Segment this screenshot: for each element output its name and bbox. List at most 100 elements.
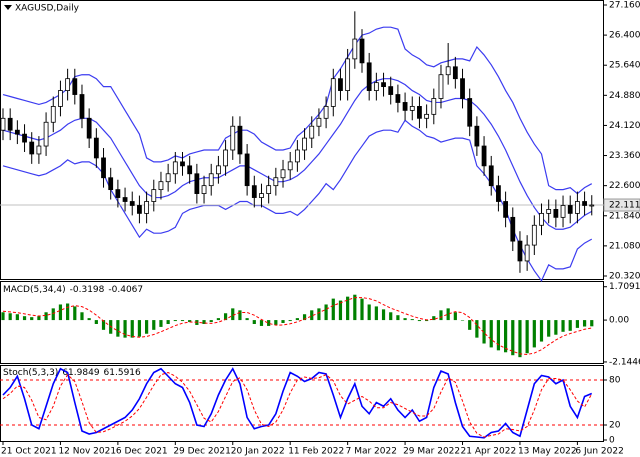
macd-bar — [346, 296, 350, 321]
candle-body — [395, 94, 401, 103]
candle-body — [208, 173, 214, 187]
candle-body — [510, 216, 516, 242]
bollinger-upper — [2, 26, 593, 195]
candle-body — [172, 161, 178, 175]
candle-body — [330, 78, 336, 107]
macd-bar — [152, 320, 156, 330]
stoch-title: Stoch(5,3,3) 61.9849 61.5916 — [3, 368, 141, 378]
stoch-signal-value: 61.5916 — [104, 368, 141, 378]
candle-body — [115, 189, 121, 198]
macd-bar — [547, 320, 551, 337]
candle-body — [201, 185, 207, 194]
x-tick-label: 29 Dec 2021 — [173, 447, 231, 457]
macd-bar — [238, 310, 242, 321]
candle-body — [151, 189, 157, 202]
y-tick-label: 1.7091 — [609, 282, 640, 292]
candle-body — [546, 209, 552, 214]
macd-bar — [8, 313, 12, 321]
candle-body — [460, 78, 465, 99]
macd-bar — [281, 320, 285, 324]
macd-bar — [331, 298, 335, 321]
candle-body — [589, 204, 595, 207]
macd-bar — [489, 320, 493, 348]
candle-body — [467, 98, 473, 127]
candle-body — [488, 165, 494, 187]
y-tick-label: 24.880 — [609, 91, 640, 101]
candle-body — [302, 137, 307, 151]
macd-bar — [302, 314, 307, 321]
price-tag — [603, 198, 640, 212]
x-tick-label: 21 Apr 2022 — [461, 447, 517, 457]
candle-body — [72, 78, 78, 95]
macd-bar — [202, 320, 206, 324]
candle-body — [359, 38, 365, 64]
candle-body — [251, 185, 257, 198]
macd-bar — [44, 312, 48, 321]
y-tick-label: 0 — [609, 436, 615, 446]
macd-bar — [525, 320, 529, 354]
candle-body — [503, 201, 509, 218]
candle-body — [409, 106, 415, 111]
y-tick-label: 26.400 — [609, 31, 640, 41]
macd-bar — [166, 320, 170, 324]
chart-title: XAGUSD,Daily — [15, 4, 80, 14]
candle-body — [158, 181, 164, 191]
macd-bar — [274, 320, 278, 325]
candle-body — [280, 169, 286, 179]
candle-body — [14, 129, 20, 135]
candle-body — [129, 201, 135, 206]
macd-bar — [460, 320, 465, 321]
macd-bar — [80, 312, 84, 321]
candle-body — [58, 90, 63, 107]
macd-bar — [417, 320, 422, 322]
macd-bar — [389, 312, 393, 321]
candle-body — [438, 74, 444, 99]
candle-body — [266, 185, 272, 194]
candle-body — [373, 82, 379, 91]
candle-body — [194, 173, 200, 194]
y-tick-label: 25.640 — [609, 61, 640, 71]
candle-body — [101, 157, 106, 179]
macd-bar — [532, 320, 536, 348]
macd-name: MACD(5,34,4) — [3, 285, 66, 295]
macd-bar — [66, 303, 70, 321]
candle-body — [215, 165, 221, 175]
x-tick-label: 6 Jun 2022 — [575, 447, 623, 457]
candle-body — [294, 149, 300, 163]
macd-bar — [568, 320, 572, 331]
candle-body — [86, 117, 92, 139]
macd-bar — [173, 320, 177, 322]
bollinger-middle — [2, 78, 593, 230]
macd-bar — [582, 320, 587, 327]
macd-bar — [216, 318, 220, 321]
candle-body — [539, 212, 544, 226]
candle-body — [417, 106, 422, 119]
y-tick-label: -2.1446 — [609, 357, 640, 367]
macd-bar — [137, 320, 142, 337]
macd-bar — [353, 294, 357, 321]
macd-bar — [439, 310, 443, 321]
candle-body — [345, 58, 351, 91]
y-tick-label: 22.600 — [609, 181, 640, 191]
macd-bar — [575, 320, 579, 328]
macd-bar — [482, 320, 486, 344]
macd-title: MACD(5,34,4) -0.3198 -0.4067 — [3, 285, 143, 295]
macd-bar — [403, 318, 407, 321]
candle-body — [381, 82, 386, 88]
macd-bar — [145, 320, 149, 334]
macd-bar — [310, 310, 314, 321]
y-tick-label: 24.120 — [609, 121, 640, 131]
candle-body — [43, 121, 49, 147]
stoch-name: Stoch(5,3,3) — [3, 368, 58, 378]
candle-body — [273, 177, 279, 187]
macd-bar — [51, 308, 55, 321]
macd-bar — [159, 320, 163, 327]
macd-frame — [0, 281, 604, 364]
candle-body — [309, 125, 315, 139]
candle-body — [323, 106, 329, 119]
macd-bar — [446, 308, 450, 321]
macd-bar — [381, 309, 386, 321]
candle-body — [582, 201, 587, 206]
candle-body — [496, 185, 501, 202]
x-tick-label: 7 Mar 2022 — [346, 447, 397, 457]
